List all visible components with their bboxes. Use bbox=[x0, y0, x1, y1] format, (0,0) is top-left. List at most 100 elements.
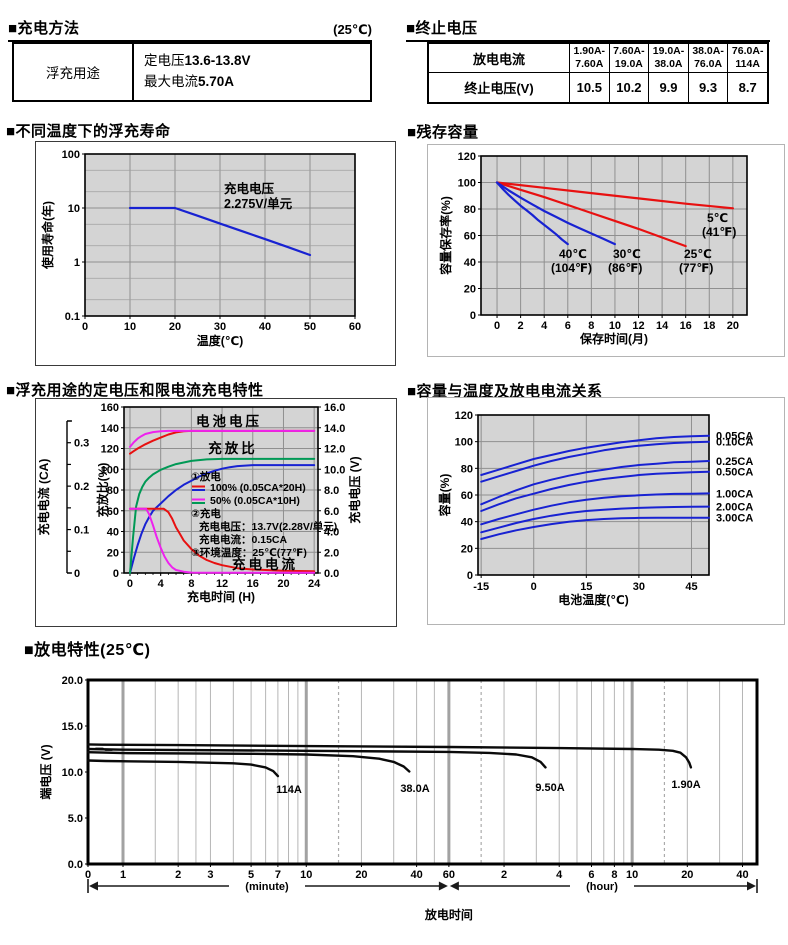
series-label-rate-2.00CA: 2.00CA bbox=[716, 502, 753, 514]
x-tick-label: 60 bbox=[349, 321, 361, 333]
annotation: 电池电压 bbox=[196, 413, 262, 429]
y-tick-label: 0.0 bbox=[68, 859, 83, 871]
annotation: 充电电流：0.15CA bbox=[199, 533, 288, 546]
section-title-float-life: ■不同温度下的浮充寿命 bbox=[6, 123, 171, 140]
end-voltage-value: 10.2 bbox=[608, 72, 649, 102]
y-tick-label: 20.0 bbox=[62, 675, 83, 687]
x-tick-label: 20 bbox=[169, 321, 181, 333]
y2-tick-label: 6.0 bbox=[324, 506, 339, 518]
y-tick-label: 60 bbox=[461, 490, 473, 502]
x-tick-label: 10 bbox=[609, 320, 621, 332]
discharge-chart: 0 1 2 3 5 7 10 20 40 60 2 4 6 8 10 20 40 0.0 5.0 10.0 15.0 20… bbox=[40, 675, 759, 922]
x-tick-label: 60 bbox=[443, 869, 455, 881]
y-tick-label: 80 bbox=[461, 463, 473, 475]
x-tick-label: 20 bbox=[277, 578, 289, 590]
y-axis-title: 使用寿命(年) bbox=[40, 201, 55, 270]
x-tick-label: 4 bbox=[541, 320, 548, 332]
series-rate-1.00CA bbox=[480, 492, 710, 526]
x-tick-label: 6 bbox=[565, 320, 571, 332]
x-axis-title: 放电时间 bbox=[424, 907, 473, 922]
y-tick-label: 120 bbox=[101, 444, 119, 456]
y-tick-label: 40 bbox=[107, 527, 119, 539]
end-voltage-header: ■终止电压 bbox=[406, 17, 770, 42]
series-temp-40C bbox=[495, 181, 569, 246]
arrowhead bbox=[747, 881, 756, 891]
y2-tick-label: 0.0 bbox=[324, 568, 339, 580]
section-title-discharge: ■放电特性(25℃) bbox=[24, 642, 151, 659]
series-rate-0.50CA bbox=[480, 470, 710, 512]
arrowhead bbox=[438, 881, 448, 891]
x-tick-label: 8 bbox=[188, 578, 194, 590]
x-tick-label: 20 bbox=[355, 869, 367, 881]
current-range-col: 1.90A- 7.60A bbox=[569, 44, 609, 72]
ca-tick-label: 0.3 bbox=[74, 438, 89, 450]
annotation: 30℃ bbox=[613, 247, 641, 261]
x-tick-label: -15 bbox=[473, 581, 489, 593]
series-rate-0.25CA bbox=[480, 460, 710, 506]
x-axis-title: 温度(℃) bbox=[197, 333, 244, 348]
y-axis-title: 容量(%) bbox=[437, 474, 452, 518]
x-tick-label: 0 bbox=[127, 578, 133, 590]
section-title-capacity-temperature: ■容量与温度及放电电流关系 bbox=[407, 383, 603, 400]
y-tick-label: 80 bbox=[107, 485, 119, 497]
series-9.50A bbox=[86, 747, 547, 769]
x-axis-title: 保存时间(月) bbox=[579, 331, 648, 346]
x-axis-title: 电池温度(℃) bbox=[558, 592, 629, 607]
annotation: 9.50A bbox=[535, 782, 564, 794]
y-tick-label: 60 bbox=[464, 231, 476, 243]
series-rate-2.00CA bbox=[480, 505, 710, 534]
y2-tick-label: 8.0 bbox=[324, 485, 339, 497]
charging-method-header: ■充电方法 (25℃) bbox=[8, 17, 372, 42]
y-tick-label: 60 bbox=[107, 506, 119, 518]
current-range-col: 7.60A- 19.0A bbox=[608, 44, 649, 72]
charge-use-label: 浮充用途 bbox=[14, 44, 134, 100]
ca-axis-title: 充电电流 (CA) bbox=[36, 459, 51, 536]
y-tick-label: 80 bbox=[464, 204, 476, 216]
current-range-col: 76.0A- 114A bbox=[727, 44, 767, 72]
y-tick-label: 10 bbox=[68, 203, 80, 215]
series-38.0A bbox=[86, 751, 411, 773]
capacity-temperature-chart: -15 0 15 30 45020406080100120电池温度(℃)容量(%)0.0… bbox=[437, 410, 753, 607]
x-tick-label: 2 bbox=[518, 320, 524, 332]
annotation: (77℉) bbox=[679, 261, 713, 275]
end-voltage-value: 9.3 bbox=[687, 72, 728, 102]
annotation: 114A bbox=[276, 784, 302, 796]
x-tick-label: 24 bbox=[308, 578, 321, 590]
x-tick-label: 7 bbox=[275, 869, 281, 881]
y-tick-label: 10.0 bbox=[62, 767, 83, 779]
x-tick-label: 40 bbox=[259, 321, 271, 333]
series-label-rate-0.50CA: 0.50CA bbox=[716, 467, 753, 479]
annotation: 5℃ bbox=[707, 211, 728, 225]
float-life-panel: 0 10 20 30 40 50 60 100 10 1 0.1 温度(℃) 使用寿命(年) 充电电压 2.… bbox=[35, 141, 396, 366]
y-axis-title: 端电压 (V) bbox=[40, 744, 53, 799]
y2-tick-label: 2.0 bbox=[324, 547, 339, 559]
end-voltage-value: 8.7 bbox=[727, 72, 767, 102]
x-tick-label: 30 bbox=[214, 321, 226, 333]
x-tick-label: 2 bbox=[501, 869, 507, 881]
annotation: 充电电流 bbox=[232, 556, 298, 572]
current-range-col: 19.0A- 38.0A bbox=[648, 44, 688, 72]
end-voltage-label: 终止电压(V) bbox=[429, 72, 569, 102]
y2-tick-label: 16.0 bbox=[324, 402, 345, 414]
x-axis-title: 充电时间 (H) bbox=[187, 589, 255, 604]
x-tick-label: 2 bbox=[175, 869, 181, 881]
annotation: ②充电 bbox=[191, 507, 221, 520]
y2-axis-title: 充电电压 (V) bbox=[347, 456, 362, 523]
arrowhead bbox=[89, 881, 98, 891]
y-tick-label: 0.1 bbox=[65, 311, 80, 323]
x-tick-label: 8 bbox=[588, 320, 594, 332]
x-tick-label: 12 bbox=[632, 320, 644, 332]
y2-tick-label: 10.0 bbox=[324, 464, 345, 476]
temp-note: (25℃) bbox=[333, 22, 372, 37]
y-tick-label: 0 bbox=[467, 570, 473, 582]
y-tick-label: 1 bbox=[74, 257, 80, 269]
ca-tick-label: 0 bbox=[74, 568, 80, 580]
series-float-life-line bbox=[128, 206, 312, 257]
hour-axis-label: (hour) bbox=[586, 881, 618, 893]
y-tick-label: 15.0 bbox=[62, 721, 83, 733]
max-current-label: 最大电流 bbox=[144, 74, 198, 89]
x-tick-label: 16 bbox=[247, 578, 259, 590]
annotation: 25℃ bbox=[684, 247, 712, 261]
y-tick-label: 140 bbox=[101, 423, 119, 435]
